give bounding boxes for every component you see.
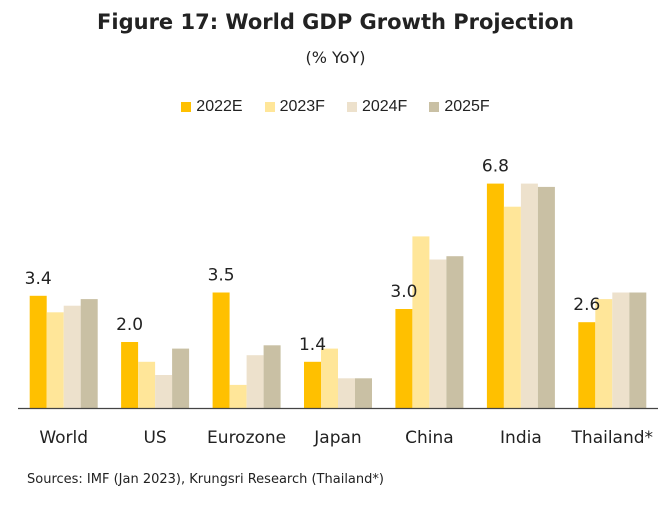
bar-2024f-eurozone: [246, 355, 264, 408]
bar-2025f-us: [172, 348, 190, 408]
bar-2023f-thailand: [595, 299, 613, 408]
legend-label: 2025F: [444, 98, 490, 115]
legend-item-2022e: 2022E: [181, 98, 243, 116]
legend-item-2024f: 2024F: [346, 98, 408, 116]
legend-label: 2023F: [279, 98, 325, 115]
bar-2024f-world: [63, 305, 81, 408]
bar-2022e-thailand: [578, 322, 596, 408]
bar-2025f-japan: [355, 378, 372, 408]
bar-2022e-china: [395, 309, 413, 408]
data-label-eurozone: 3.5: [208, 266, 235, 286]
bar-2024f-china: [429, 259, 447, 408]
bar-2025f-world: [80, 299, 98, 408]
bar-2023f-us: [138, 361, 156, 408]
bar-2022e-world: [29, 295, 47, 408]
bar-2023f-india: [503, 206, 521, 408]
bar-2025f-china: [446, 256, 464, 408]
category-label-japan: Japan: [313, 428, 361, 448]
bar-2022e-eurozone: [212, 292, 230, 408]
category-label-thailand: Thailand*: [571, 428, 654, 448]
data-label-us: 2.0: [116, 315, 143, 335]
category-label-india: India: [500, 428, 542, 448]
legend-label: 2022E: [196, 98, 243, 115]
category-label-eurozone: Eurozone: [207, 428, 286, 448]
bar-2023f-world: [46, 312, 64, 408]
legend-item-2023f: 2023F: [264, 98, 325, 116]
data-label-world: 3.4: [25, 269, 52, 289]
bar-2023f-china: [412, 236, 430, 408]
data-label-india: 6.8: [482, 157, 509, 177]
legend-swatch: [346, 102, 357, 112]
category-label-china: China: [405, 428, 454, 448]
bar-2024f-japan: [338, 378, 355, 408]
data-label-china: 3.0: [390, 282, 417, 302]
bar-2025f-india: [537, 186, 555, 408]
data-label-thailand: 2.6: [573, 295, 600, 315]
legend-item-2025f: 2025F: [429, 98, 490, 116]
bar-2022e-india: [486, 183, 504, 408]
chart-subtitle: (% YoY): [305, 48, 366, 67]
chart-legend: 2022E 2023F 2024F 2025F: [0, 98, 671, 116]
bar-2024f-india: [520, 183, 538, 408]
category-label-us: US: [143, 428, 166, 448]
bar-2023f-eurozone: [229, 384, 247, 408]
legend-swatch: [429, 102, 440, 112]
bar-2025f-eurozone: [263, 345, 281, 408]
legend-label: 2024F: [361, 98, 408, 115]
bar-2023f-japan: [321, 348, 338, 408]
data-label-japan: 1.4: [299, 335, 326, 355]
source-note: Sources: IMF (Jan 2023), Krungsri Resear…: [27, 472, 384, 487]
legend-swatch: [264, 102, 275, 112]
bar-2024f-thailand: [612, 292, 630, 408]
bar-2022e-us: [121, 342, 139, 408]
bar-2022e-japan: [304, 361, 321, 408]
bar-2025f-thailand: [629, 292, 647, 408]
chart-title: Figure 17: World GDP Growth Projection: [97, 10, 574, 34]
category-label-world: World: [39, 428, 88, 448]
bar-2024f-us: [155, 375, 173, 408]
legend-swatch: [181, 102, 192, 112]
